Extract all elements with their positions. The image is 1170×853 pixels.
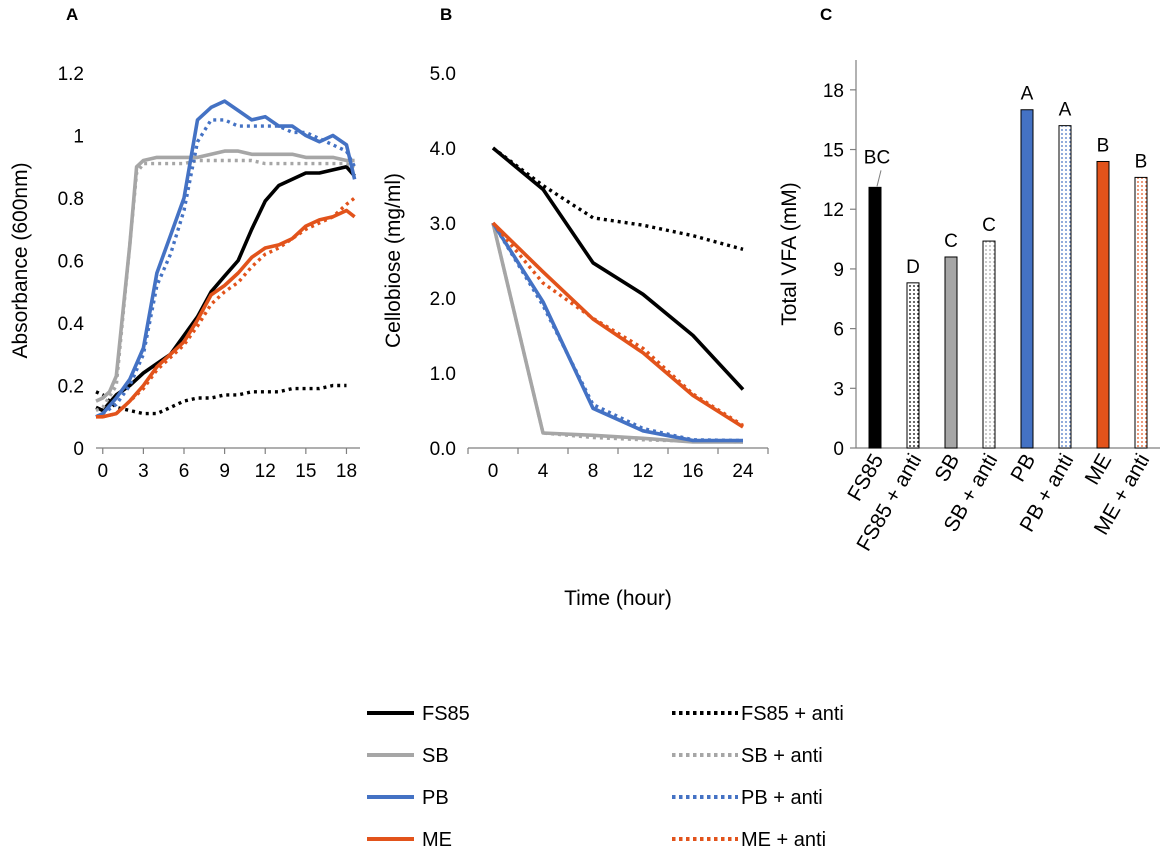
panel-c-letter-leader-line (876, 170, 882, 187)
panel-b-y-tick-label: 0.0 (430, 439, 456, 460)
panel-a-x-tick-label: 18 (336, 461, 357, 482)
panel-c-x-tick-label: SB (930, 450, 964, 486)
panel-a-series-pb-anti (95, 118, 357, 419)
panel-label-a: A (66, 5, 78, 24)
panel-a-x-tick-label: 15 (295, 461, 316, 482)
panel-label-b: B (440, 5, 452, 24)
legend-label: FS85 + anti (741, 703, 844, 725)
panel-b-series-fs85 (491, 146, 745, 391)
panel-c-significance-letter: C (982, 215, 996, 236)
panel-a-absorbance-chart: 0 3 6 9 12 15 18 0 0.2 0.4 0.6 0.8 1 1.2 Absorbance (6… (9, 64, 360, 482)
panel-a-series-me-anti (96, 196, 356, 419)
panel-a-y-tick-label: 0.2 (58, 377, 84, 398)
panel-b-x-tick-label: 4 (538, 461, 549, 482)
panel-a-y-tick-label: 1 (73, 127, 84, 148)
panel-a-series-sb-anti (95, 158, 356, 413)
panel-b-series-pb-anti (491, 222, 744, 443)
panel-c-significance-letter: A (1059, 100, 1072, 121)
panel-b-x-tick-label: 12 (632, 461, 653, 482)
panel-b-series-me (491, 221, 744, 429)
panel-b-y-tick-label: 4.0 (430, 139, 456, 160)
legend-label: ME + anti (741, 829, 826, 851)
legend-label: PB (422, 787, 449, 809)
bar-me (1096, 160, 1110, 449)
panel-b-x-tick-label: 24 (732, 461, 754, 482)
legend-label: FS85 (422, 703, 470, 725)
panel-a-x-tick-label: 9 (219, 461, 230, 482)
legend-label: SB + anti (741, 745, 823, 767)
panel-c-significance-letter: B (1135, 151, 1148, 172)
panel-b-x-tick-label: 0 (488, 461, 499, 482)
panel-a-y-axis-title: Absorbance (600nm) (9, 162, 32, 358)
panel-a-x-tick-label: 6 (179, 461, 190, 482)
panel-b-x-tick-label: 16 (682, 461, 703, 482)
panel-b-y-axis-title: Cellobiose (mg/ml) (382, 173, 405, 348)
panel-b-y-tick-label: 3.0 (430, 214, 456, 235)
panel-c-y-axis-title: Total VFA (mM) (778, 182, 801, 326)
bar-me-anti (1134, 176, 1148, 449)
bar-pb-anti (1058, 125, 1072, 449)
panel-a-x-tick-label: 12 (255, 461, 276, 482)
panel-b-y-tick-label: 5.0 (430, 64, 456, 85)
panel-a-series-fs85 (95, 165, 356, 413)
bar-pb (1020, 109, 1034, 449)
panel-b-x-axis-title: Time (hour) (564, 587, 672, 610)
panel-a-series-me (96, 208, 356, 419)
panel-a-series-sb (95, 149, 355, 403)
panel-b-x-tick-label: 8 (588, 461, 599, 482)
panel-b-cellobiose-chart: 0 4 8 12 16 24 0.0 1.0 2.0 3.0 4.0 5.0 Cellobiose (m… (382, 64, 769, 610)
panel-c-y-tick-label: 0 (833, 439, 844, 460)
panel-b-y-tick-label: 1.0 (430, 364, 456, 385)
legend: FS85 FS85 + anti SB SB + anti PB PB + anti ME M… (367, 703, 844, 851)
panel-c-significance-letter: C (944, 231, 958, 252)
bar-sb (944, 256, 958, 449)
panel-b-y-tick-label: 2.0 (430, 289, 456, 310)
panel-c-y-tick-label: 12 (823, 200, 844, 221)
panel-b-series-me-anti (491, 221, 744, 427)
panel-a-y-tick-label: 1.2 (58, 64, 84, 85)
panel-b-series-fs85-anti (491, 146, 744, 251)
panel-a-y-tick-label: 0.4 (58, 314, 85, 335)
panel-c-significance-letter: BC (864, 147, 890, 168)
bar-fs85 (868, 186, 882, 449)
panel-c-significance-letter: D (906, 257, 920, 278)
panel-c-y-tick-label: 3 (833, 379, 844, 400)
bar-sb-anti (982, 240, 996, 449)
panel-c-x-tick-label: PB (1006, 450, 1040, 486)
panel-c-y-tick-label: 6 (833, 320, 844, 341)
bar-fs85-anti (906, 282, 920, 449)
legend-label: PB + anti (741, 787, 823, 809)
panel-c-y-tick-label: 15 (823, 141, 844, 162)
panel-c-significance-letter: A (1021, 84, 1034, 105)
legend-label: ME (422, 829, 452, 851)
panel-label-c: C (820, 5, 832, 24)
panel-a-y-tick-label: 0.6 (58, 252, 84, 273)
panel-a-series-fs85-anti (95, 383, 347, 416)
panel-c-y-tick-label: 9 (833, 260, 844, 281)
legend-label: SB (422, 745, 449, 767)
panel-c-significance-letter: B (1097, 135, 1110, 156)
panel-a-y-tick-label: 0 (73, 439, 84, 460)
panel-c-x-tick-label: ME (1081, 450, 1117, 489)
panel-a-series-pb (95, 99, 357, 419)
panel-c-y-tick-label: 18 (823, 81, 844, 102)
panel-a-x-tick-label: 0 (97, 461, 108, 482)
panel-a-x-tick-label: 3 (138, 461, 149, 482)
panel-b-series-pb (491, 222, 743, 443)
panel-a-y-tick-label: 0.8 (58, 189, 84, 210)
